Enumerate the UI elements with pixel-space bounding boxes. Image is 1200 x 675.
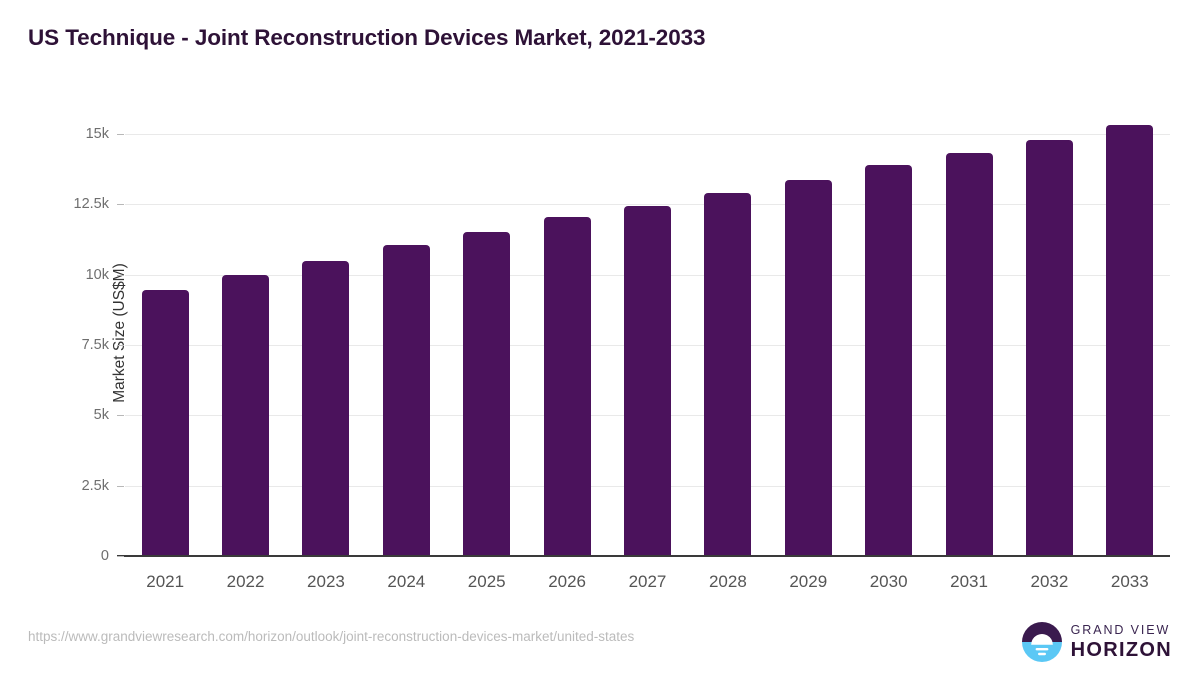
bar-2029[interactable] xyxy=(784,179,832,556)
y-tick-label: 10k xyxy=(85,266,109,283)
x-tick-label-2027: 2027 xyxy=(628,572,667,591)
x-tick-label-2029: 2029 xyxy=(789,572,828,591)
y-gridline xyxy=(125,133,1170,135)
bar-2030[interactable] xyxy=(865,165,913,556)
x-tick-label-2024: 2024 xyxy=(387,572,426,591)
y-tick-label: 5k xyxy=(93,407,109,424)
x-tick-label-2031: 2031 xyxy=(950,572,988,591)
bar-2025[interactable] xyxy=(463,231,511,556)
bar-2031[interactable] xyxy=(945,152,993,556)
logo-wordmark: GRAND VIEW HORIZON xyxy=(1071,624,1172,660)
y-tick-label: 15k xyxy=(85,125,109,142)
y-tick-mark xyxy=(117,204,124,206)
x-tick-label-2028: 2028 xyxy=(708,572,747,591)
y-tick-label: 7.5k xyxy=(81,336,109,353)
y-tick-mark xyxy=(117,274,124,276)
y-tick-mark xyxy=(117,556,124,557)
x-tick-label-2022: 2022 xyxy=(226,572,265,591)
x-tick-label-2030: 2030 xyxy=(869,572,908,591)
chart-plot-area xyxy=(125,110,1170,556)
x-tick-label-2023: 2023 xyxy=(307,572,345,591)
x-tick-label-2021: 2021 xyxy=(146,572,185,591)
y-tick-label: 0 xyxy=(100,548,109,564)
bar-2032[interactable] xyxy=(1025,139,1073,556)
bar-2021[interactable] xyxy=(141,290,189,556)
bar-2023[interactable] xyxy=(302,260,350,556)
x-tick-label-2026: 2026 xyxy=(548,572,587,591)
x-tick-label-2033: 2033 xyxy=(1110,572,1149,591)
y-tick-mark xyxy=(117,344,124,346)
x-axis-line xyxy=(117,555,1170,557)
bar-2028[interactable] xyxy=(704,193,752,556)
y-tick-label: 12.5k xyxy=(73,196,109,213)
y-gridline xyxy=(125,204,1170,206)
y-tick-mark xyxy=(117,485,124,487)
chart-plot-frame: Market Size (US$M) 0 2.5k 5k 7.5k 10k 12.5k 15… xyxy=(74,110,1170,591)
logo-line-horizon: HORIZON xyxy=(1070,638,1172,661)
y-tick-mark xyxy=(117,415,124,417)
y-tick-mark xyxy=(117,133,124,135)
bar-2033[interactable] xyxy=(1106,125,1154,556)
bar-2022[interactable] xyxy=(222,275,270,556)
bar-2024[interactable] xyxy=(382,245,430,556)
source-url[interactable]: https://www.grandviewresearch.com/horizo… xyxy=(28,629,635,644)
bar-2027[interactable] xyxy=(623,206,671,556)
logo-line-grand-view: GRAND VIEW xyxy=(1070,623,1171,638)
x-tick-label-2025: 2025 xyxy=(467,572,506,591)
x-tick-label-2032: 2032 xyxy=(1030,572,1069,591)
bar-2026[interactable] xyxy=(543,216,591,556)
grand-view-horizon-logo[interactable]: GRAND VIEW HORIZON xyxy=(1021,620,1172,664)
page-title: US Technique - Joint Reconstruction Devi… xyxy=(28,25,706,50)
y-tick-label: 2.5k xyxy=(81,477,109,494)
horizon-circle-icon xyxy=(1021,622,1062,662)
